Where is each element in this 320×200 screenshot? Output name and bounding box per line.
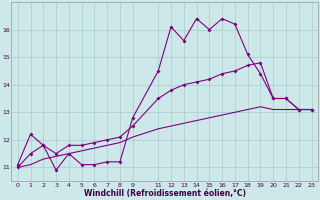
X-axis label: Windchill (Refroidissement éolien,°C): Windchill (Refroidissement éolien,°C): [84, 189, 246, 198]
